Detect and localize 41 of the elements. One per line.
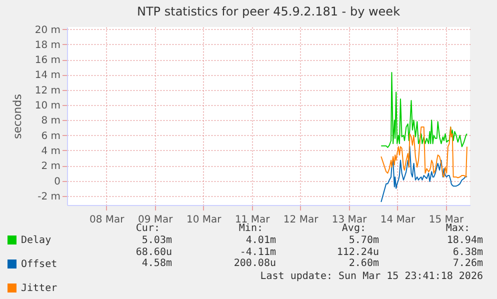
text: 112.24u <box>336 247 379 258</box>
y-tick-label: 16 m <box>34 55 60 66</box>
text: Avg: <box>342 223 366 234</box>
y-tick-label: -2 m <box>38 191 60 202</box>
text: 18.94m <box>446 235 483 246</box>
text: 4.58m <box>142 258 172 269</box>
text: 2.60m <box>348 258 379 269</box>
text: -4.11m <box>240 247 276 258</box>
text: 5.03m <box>142 235 172 246</box>
y-tick-label: 0 <box>54 176 60 188</box>
text: 5.70m <box>348 235 379 246</box>
line-series <box>380 72 468 148</box>
x-tick-label: 08 Mar <box>90 214 126 226</box>
y-tick-label: 2 m <box>41 161 60 172</box>
y-tick-label: 18 m <box>34 40 60 51</box>
text: 68.60u <box>136 247 172 258</box>
text: Cur: <box>136 223 160 234</box>
y-axis-title: seconds <box>10 94 24 139</box>
line-series <box>380 146 468 202</box>
line-series <box>380 126 468 178</box>
text: Last update: Sun Mar 15 23:41:18 2026 <box>260 271 483 282</box>
chart-title: NTP statistics for peer 45.9.2.181 - by week <box>136 4 400 18</box>
text: Max: <box>446 223 470 234</box>
x-tick-label: 12 Mar <box>283 214 320 226</box>
y-tick-label: 12 m <box>34 85 60 96</box>
y-tick-label: 6 m <box>41 130 60 142</box>
text: 6.38m <box>452 247 483 258</box>
legend-label: Offset <box>21 259 58 270</box>
y-tick-label: 4 m <box>41 146 60 157</box>
y-tick-label: 10 m <box>34 100 60 112</box>
x-tick-label: 10 Mar <box>186 214 222 226</box>
text: 4.01m <box>246 235 276 246</box>
y-tick-label: 14 m <box>34 70 60 82</box>
text: 7.26m <box>452 258 483 269</box>
y-tick-label: 8 m <box>41 116 60 127</box>
text: Min: <box>238 223 263 234</box>
text: 200.08u <box>234 258 276 269</box>
y-tick-label: 20 m <box>34 24 60 36</box>
x-tick-label: 14 Mar <box>380 214 416 226</box>
legend-label: Delay <box>21 235 52 246</box>
legend-label: Jitter <box>21 283 58 294</box>
